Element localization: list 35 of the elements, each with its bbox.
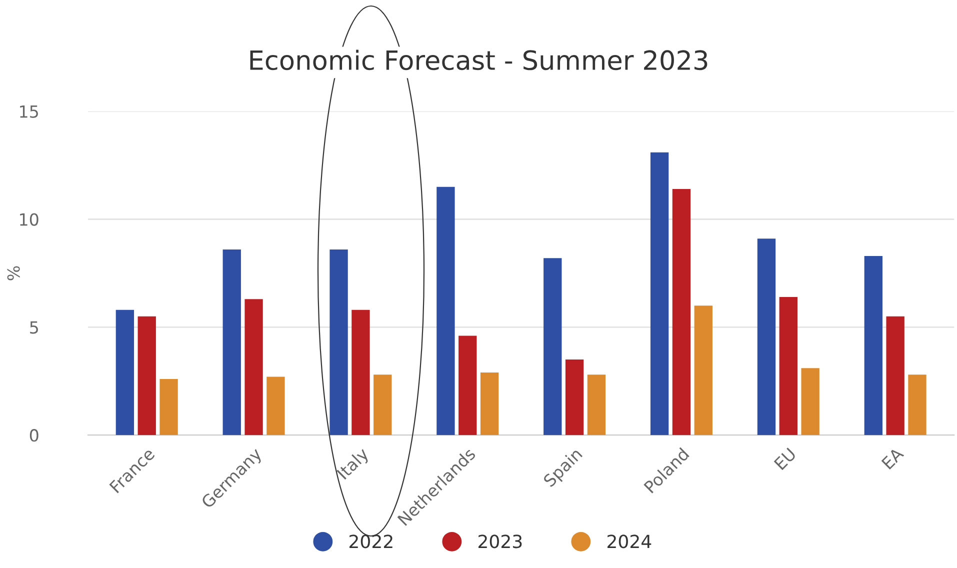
bar [480, 372, 499, 436]
bar [565, 360, 584, 436]
legend-label: 2024 [608, 534, 652, 548]
bar [801, 368, 820, 436]
bar [138, 316, 156, 436]
x-tick-label: EU [774, 448, 796, 470]
bar [436, 186, 455, 436]
legend-label: 2023 [478, 534, 522, 548]
y-tick-label: 5 [30, 321, 38, 334]
x-tick-label: EA [881, 446, 904, 470]
y-axis-title: % [7, 266, 20, 280]
chart-title: Economic Forecast - Summer 2023 [250, 50, 708, 70]
bar [544, 258, 562, 436]
y-tick-label: 15 [20, 106, 38, 118]
bar [672, 189, 691, 436]
bar [160, 378, 178, 436]
bar [908, 374, 926, 436]
bar [266, 376, 285, 436]
bar [330, 249, 348, 436]
bar [779, 296, 798, 436]
bar [222, 249, 241, 436]
bar [886, 316, 904, 436]
y-tick-label: 0 [30, 429, 38, 442]
legend-label: 2022 [350, 534, 392, 548]
bar [694, 306, 712, 436]
bar [374, 374, 392, 436]
bar [116, 310, 134, 436]
y-tick-label: 10 [20, 213, 38, 226]
bar [458, 336, 477, 436]
bar [757, 238, 776, 436]
bar [864, 256, 882, 436]
bar [650, 152, 669, 436]
bar [244, 299, 263, 436]
bar [587, 374, 606, 436]
bar [352, 310, 370, 436]
